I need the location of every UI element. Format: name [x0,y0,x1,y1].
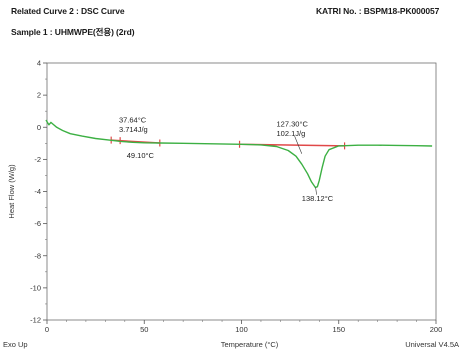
annotation-pointer [315,187,317,195]
y-tick-label: -8 [34,251,41,260]
chart-axes: 4 2 0 -2 -4 -6 -8 -10 -12 0 50 100 150 200 Heat Flow (… [3,59,459,350]
y-tick-label: -4 [34,187,41,196]
heat-flow-curve [45,119,433,189]
chart-marks [45,119,433,195]
y-tick-label: 2 [37,91,41,100]
annotation-pointer [294,135,303,154]
x-tick-label: 150 [332,325,345,334]
peak-annotation: 37.64°C [119,115,147,124]
x-axis-title: Temperature (°C) [221,340,279,349]
y-tick-label: -10 [30,283,41,292]
y-axis-title: Heat Flow (W/g) [7,164,16,219]
y-tick-label: -12 [30,316,41,325]
x-tick-label: 0 [45,325,49,334]
plot-frame [46,62,437,321]
y-tick-label: -6 [34,219,41,228]
x-tick-label: 50 [140,325,148,334]
peak-annotation: 102.1J/g [277,129,306,138]
software-version-label: Universal V4.5A [405,340,459,349]
peak-annotation: 127.30°C [277,119,309,128]
x-tick-label: 200 [430,325,443,334]
y-tick-label: 4 [37,59,41,68]
peak-annotation: 49.10°C [127,151,155,160]
peak-annotation: 3.714J/g [119,125,148,134]
sample-label: Sample 1 : UHMWPE(전용) (2rd) [11,27,135,37]
x-tick-label: 100 [235,325,248,334]
peak-annotation: 138.12°C [302,194,334,203]
curve-title: Related Curve 2 : DSC Curve [11,6,125,16]
exo-up-label: Exo Up [3,340,28,349]
katri-number: KATRI No. : BSPM18-PK000057 [316,6,440,16]
y-tick-label: -2 [34,155,41,164]
y-tick-label: 0 [37,123,41,132]
